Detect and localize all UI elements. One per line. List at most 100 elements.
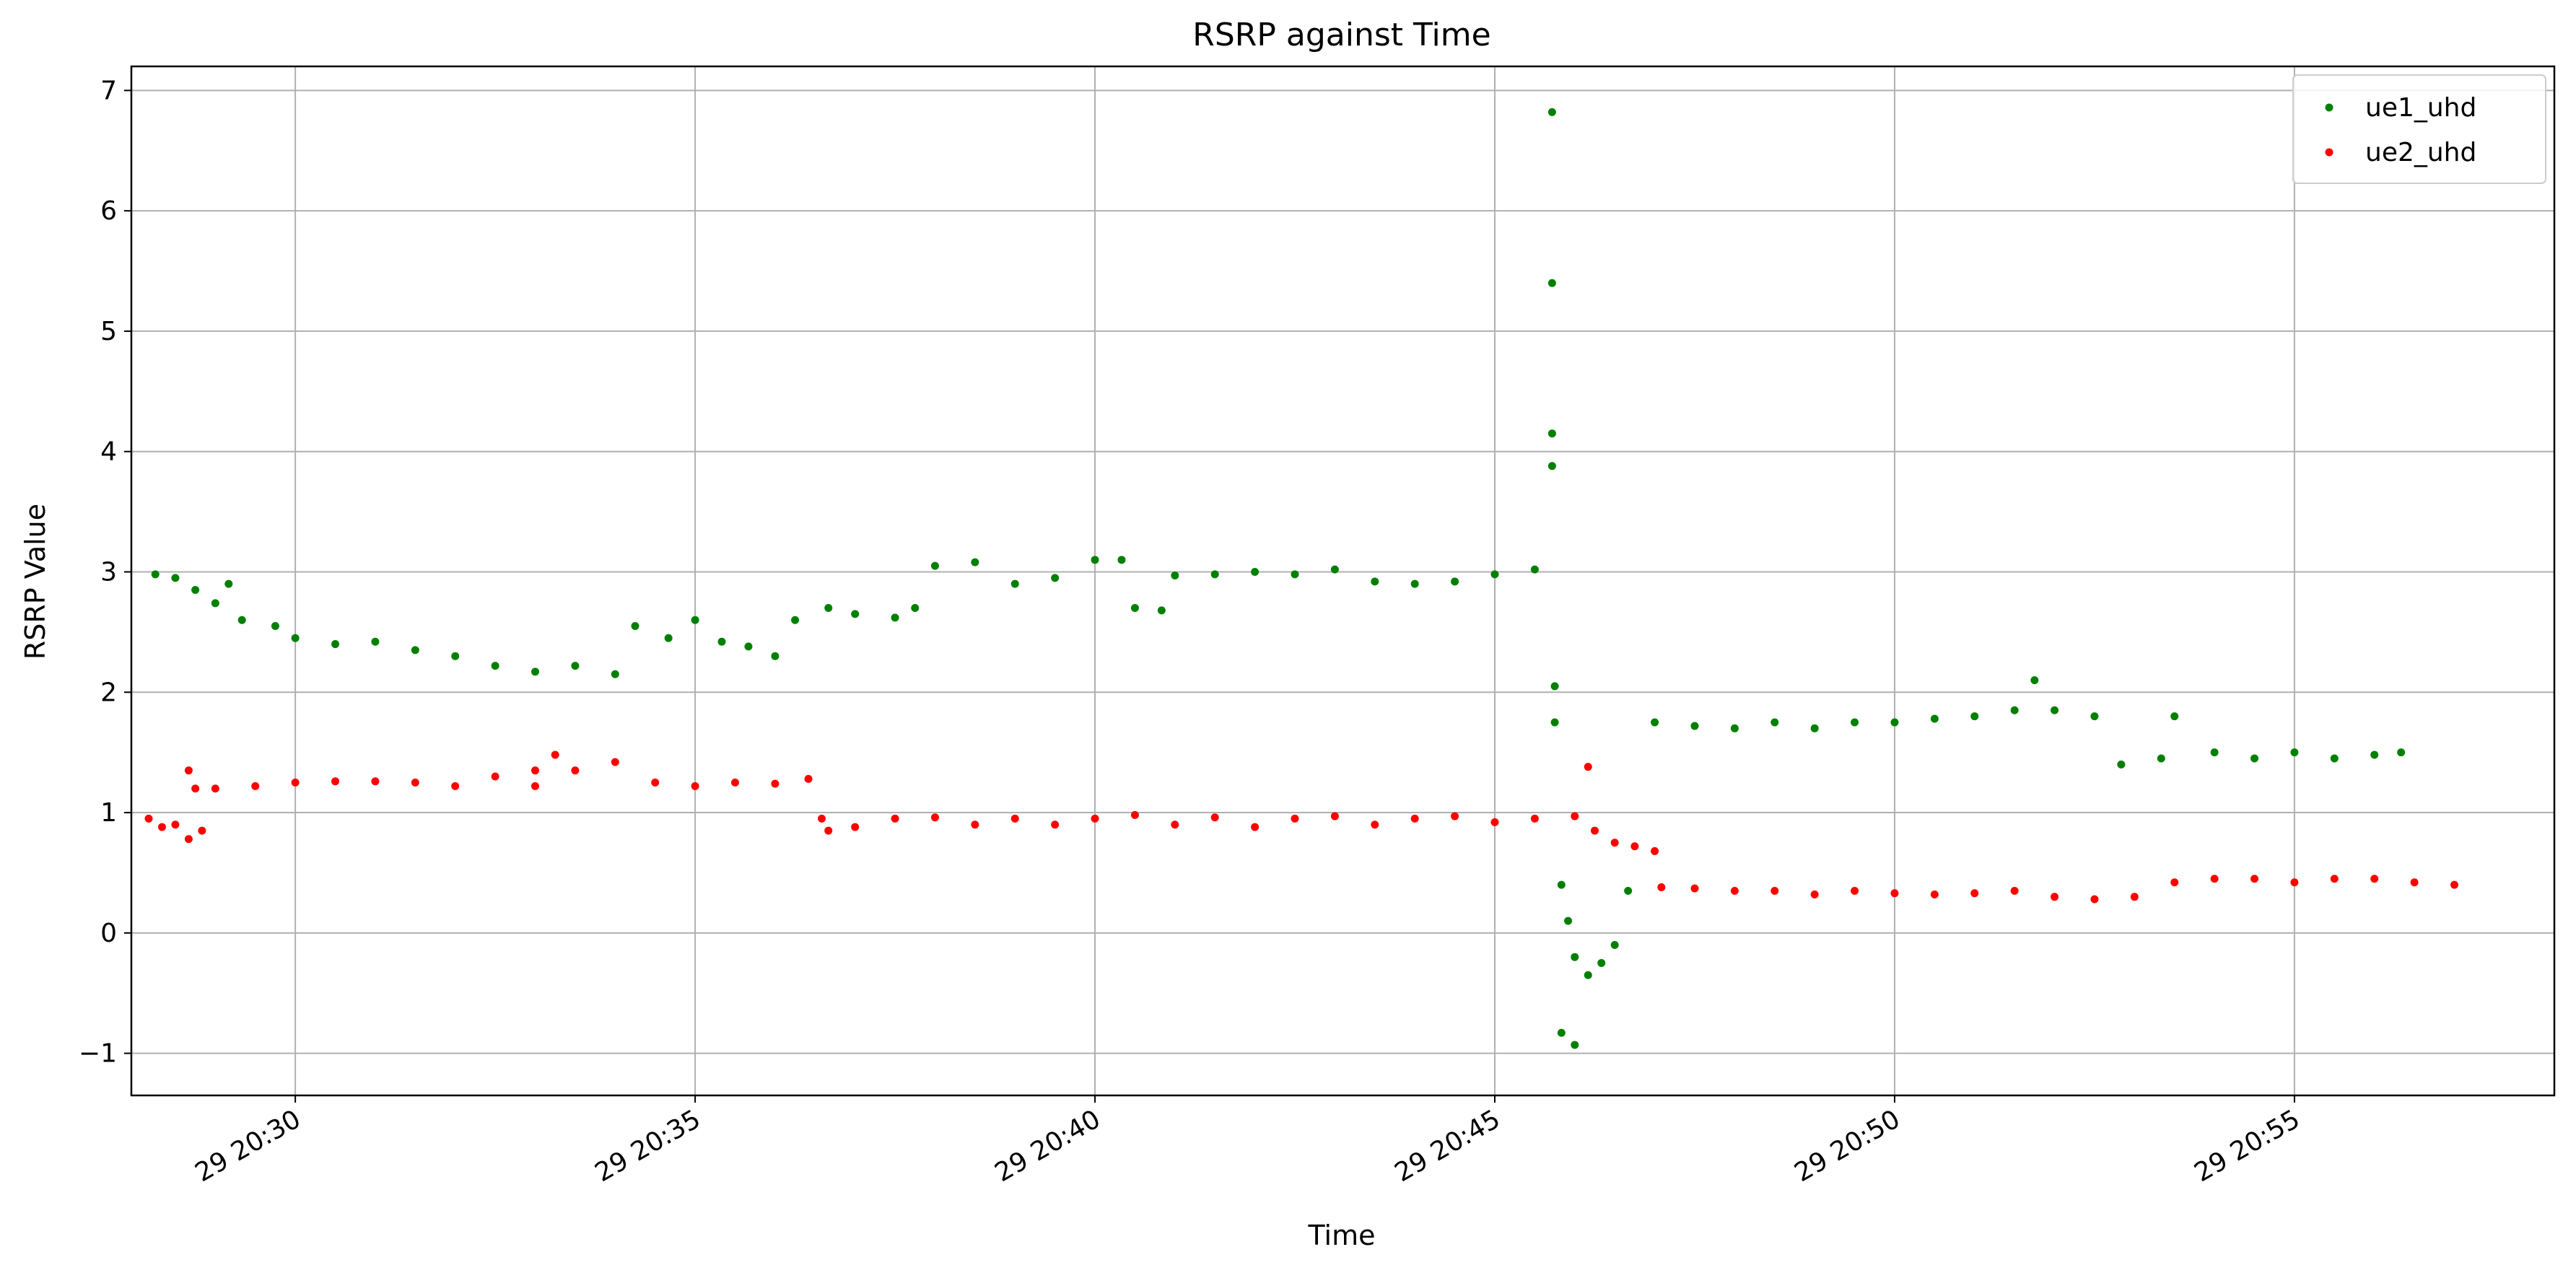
y-tick-label: 7 — [100, 76, 117, 105]
data-point — [1651, 718, 1659, 727]
data-point — [531, 668, 539, 676]
data-point — [651, 778, 660, 787]
data-point — [531, 766, 539, 775]
series-ue2_uhd — [144, 750, 2459, 903]
data-point — [744, 642, 753, 651]
data-point — [331, 640, 340, 649]
data-point — [157, 823, 166, 831]
data-point — [1630, 842, 1639, 851]
data-point — [2290, 748, 2299, 757]
data-point — [611, 670, 619, 678]
legend-marker — [2325, 148, 2333, 157]
data-point — [1091, 814, 1099, 823]
data-point — [531, 782, 539, 790]
data-point — [1690, 884, 1699, 893]
y-tick-label: 1 — [100, 798, 117, 828]
data-point — [1810, 724, 1819, 732]
data-point — [171, 820, 180, 829]
data-point — [1651, 846, 1659, 855]
chart-title: RSRP against Time — [1192, 17, 1490, 53]
data-point — [1590, 826, 1599, 835]
data-point — [1851, 718, 1859, 727]
data-point — [371, 637, 380, 646]
data-point — [2210, 748, 2219, 757]
data-point — [791, 616, 800, 624]
data-point — [1584, 763, 1592, 771]
data-point — [2030, 676, 2039, 685]
data-point — [551, 750, 559, 759]
data-point — [1451, 812, 1459, 820]
data-point — [184, 835, 193, 844]
data-point — [2010, 886, 2019, 895]
data-point — [491, 662, 499, 670]
y-tick-label: 2 — [100, 678, 117, 707]
data-point — [971, 820, 979, 829]
data-point — [2330, 875, 2339, 883]
x-tick-label: 29 20:55 — [2189, 1104, 2305, 1188]
data-point — [411, 778, 419, 787]
data-point — [691, 616, 699, 624]
data-point — [1371, 820, 1379, 829]
data-point — [151, 570, 160, 579]
y-tick-label: −1 — [79, 1039, 117, 1069]
data-point — [2157, 754, 2165, 763]
data-point — [1550, 682, 1559, 691]
data-point — [1410, 814, 1419, 823]
data-point — [1010, 579, 1019, 588]
data-point — [211, 599, 219, 608]
data-point — [631, 622, 639, 631]
data-point — [1571, 953, 1579, 961]
data-point — [2250, 754, 2259, 763]
data-point — [1657, 883, 1666, 891]
y-tick-label: 0 — [100, 919, 117, 948]
legend-label: ue1_uhd — [2365, 93, 2476, 123]
data-point — [2010, 706, 2019, 714]
data-point — [1930, 890, 1939, 898]
data-point — [1597, 959, 1606, 968]
data-point — [824, 604, 833, 613]
data-point — [2170, 712, 2179, 721]
data-point — [611, 758, 619, 766]
data-point — [1130, 604, 1139, 613]
y-axis-label: RSRP Value — [19, 504, 51, 660]
data-point — [2170, 878, 2179, 887]
legend-marker — [2325, 103, 2333, 112]
data-point — [1410, 579, 1419, 588]
data-point — [2130, 893, 2139, 901]
data-point — [224, 579, 233, 588]
data-point — [804, 774, 813, 783]
data-point — [771, 652, 780, 660]
data-point — [271, 622, 279, 631]
data-point — [1610, 941, 1619, 950]
series-ue1_uhd — [151, 108, 2406, 1049]
x-axis-label: Time — [1308, 1220, 1376, 1251]
data-point — [1550, 718, 1559, 727]
data-point — [411, 646, 419, 655]
x-tick-label: 29 20:35 — [590, 1104, 706, 1188]
data-point — [1890, 718, 1899, 727]
data-point — [1091, 556, 1099, 564]
data-point — [2450, 880, 2459, 889]
data-point — [691, 782, 699, 790]
data-point — [1547, 279, 1556, 287]
data-point — [2290, 878, 2299, 887]
data-point — [771, 779, 780, 788]
data-point — [144, 814, 153, 823]
data-point — [1490, 570, 1499, 579]
data-point — [1051, 574, 1060, 582]
data-point — [1051, 820, 1060, 829]
data-point — [1547, 462, 1556, 471]
data-point — [1547, 429, 1556, 438]
data-point — [2051, 893, 2059, 901]
data-point — [1530, 814, 1539, 823]
data-point — [1251, 823, 1259, 831]
plot-frame — [130, 65, 2556, 1097]
data-point — [1690, 722, 1699, 730]
data-point — [191, 586, 200, 595]
data-point — [1564, 916, 1573, 925]
data-point — [237, 616, 246, 624]
data-point — [1010, 814, 1019, 823]
data-points — [144, 108, 2459, 1049]
data-point — [2117, 760, 2126, 769]
